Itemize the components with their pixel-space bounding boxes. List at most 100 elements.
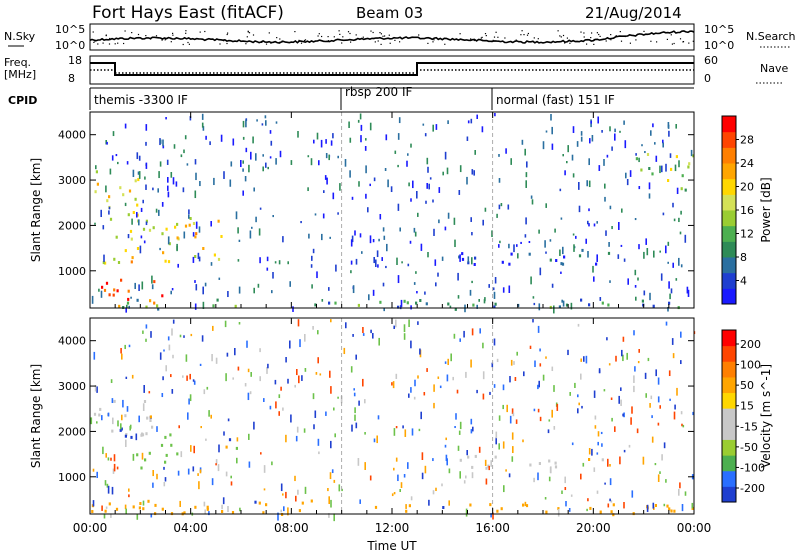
heatmap-cell (525, 180, 527, 188)
heatmap-cell (330, 140, 333, 146)
heatmap-cell (544, 497, 547, 500)
heatmap-cell (640, 168, 643, 172)
colorbar-segment (722, 423, 736, 440)
heatmap-cell (377, 415, 380, 420)
heatmap-cell (692, 154, 695, 158)
heatmap-cell (157, 307, 160, 311)
heatmap-cell (667, 241, 670, 246)
heatmap-cell (438, 219, 440, 224)
heatmap-cell (156, 304, 159, 308)
heatmap-cell (671, 338, 674, 345)
heatmap-cell (593, 467, 596, 472)
heatmap-cell (296, 426, 299, 433)
heatmap-cell (295, 495, 297, 502)
nsearch-dot (495, 31, 497, 33)
heatmap-cell (393, 492, 396, 495)
nsearch-dot (108, 43, 111, 45)
heatmap-cell (176, 222, 179, 226)
heatmap-cell (316, 132, 319, 140)
heatmap-cell (166, 159, 169, 165)
heatmap-cell (413, 282, 416, 285)
heatmap-cell (220, 134, 223, 142)
nsearch-dot (511, 41, 513, 43)
nsky-label: N.Sky (4, 30, 36, 43)
heatmap-cell (357, 119, 360, 123)
heatmap-cell (637, 277, 639, 281)
heatmap-cell (128, 344, 131, 348)
heatmap-cell (395, 319, 397, 328)
heatmap-cell (176, 236, 179, 240)
heatmap-cell (331, 469, 334, 474)
heatmap-cell (350, 239, 353, 247)
heatmap-cell (435, 487, 437, 492)
nsearch-dot (124, 30, 126, 32)
heatmap-cell (287, 507, 289, 516)
heatmap-cell (447, 120, 449, 125)
heatmap-cell (448, 468, 451, 474)
colorbar-segment (722, 486, 736, 503)
nsearch-dot (92, 31, 94, 33)
colorbar-tick-label: 12 (740, 228, 754, 241)
heatmap-cell (162, 139, 164, 147)
heatmap-cell (230, 161, 233, 167)
heatmap-cell (136, 152, 139, 160)
heatmap-cell (524, 501, 527, 507)
heatmap-cell (503, 485, 505, 493)
heatmap-cell (205, 135, 207, 140)
heatmap-cell (312, 248, 315, 254)
heatmap-cell (533, 477, 535, 483)
heatmap-cell (534, 360, 536, 368)
heatmap-cell (317, 330, 319, 335)
heatmap-cell (448, 500, 450, 506)
heatmap-cell (614, 426, 616, 432)
heatmap-cell (509, 376, 511, 383)
heatmap-cell (666, 504, 669, 508)
heatmap-cell (325, 411, 327, 416)
colorbar-segment (722, 408, 736, 425)
heatmap-cell (665, 479, 667, 483)
heatmap-cell (493, 291, 496, 299)
heatmap-cell (581, 405, 583, 409)
heatmap-cell (205, 438, 207, 441)
heatmap-cell (364, 432, 366, 435)
heatmap-cell (195, 221, 198, 229)
heatmap-cell (272, 272, 274, 279)
heatmap-cell (427, 252, 429, 258)
velocity-ylabel: Slant Range [km] (29, 364, 43, 468)
heatmap-cell (551, 366, 554, 372)
heatmap-cell (614, 133, 616, 141)
heatmap-cell (213, 177, 215, 186)
heatmap-cell (417, 212, 419, 217)
heatmap-cell (551, 126, 553, 135)
heatmap-cell (112, 131, 115, 137)
heatmap-cell (164, 460, 167, 464)
heatmap-cell (258, 228, 261, 236)
heatmap-cell (459, 165, 462, 173)
heatmap-cell (267, 363, 269, 369)
heatmap-cell (311, 255, 313, 261)
heatmap-cell (145, 305, 148, 309)
heatmap-cell (280, 483, 283, 492)
nsearch-dot (580, 31, 582, 33)
heatmap-cell (567, 145, 569, 153)
colorbar-tick-label: 200 (740, 338, 761, 351)
nsearch-dot (481, 36, 483, 38)
heatmap-cell (488, 465, 490, 471)
nsearch-dot (380, 43, 382, 45)
heatmap-cell (352, 285, 355, 294)
heatmap-cell (370, 329, 372, 334)
heatmap-cell (180, 154, 183, 158)
heatmap-cell (248, 164, 250, 173)
heatmap-cell (635, 296, 637, 301)
heatmap-cell (235, 446, 238, 450)
heatmap-cell (362, 327, 364, 334)
time-tick-label: 08:00 (274, 521, 309, 535)
heatmap-cell (106, 199, 109, 203)
heatmap-cell (610, 397, 613, 400)
heatmap-cell (126, 301, 130, 305)
heatmap-cell (588, 223, 590, 227)
nsearch-dot (537, 38, 539, 40)
heatmap-cell (469, 289, 472, 296)
heatmap-cell (636, 428, 639, 434)
nsearch-dot (185, 32, 187, 34)
